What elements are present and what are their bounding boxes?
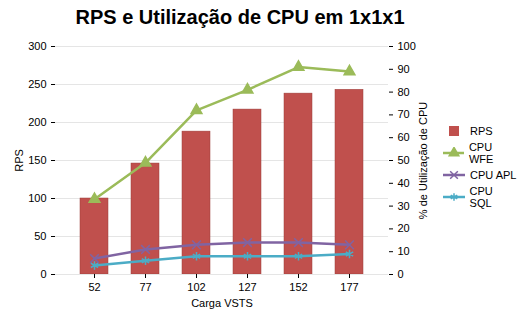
- svg-text:100: 100: [398, 40, 416, 52]
- svg-text:50: 50: [398, 154, 410, 166]
- svg-text:10: 10: [398, 245, 410, 257]
- html-text:CPU APL: CPU APL: [470, 169, 517, 181]
- svg-text:150: 150: [28, 154, 46, 166]
- svg-text:20: 20: [398, 222, 410, 234]
- svg-text:52: 52: [88, 281, 100, 293]
- svg-text:102: 102: [187, 281, 205, 293]
- svg-text:30: 30: [398, 200, 410, 212]
- svg-text:RPS: RPS: [13, 149, 25, 172]
- html-text:CPU WFE: CPU WFE: [468, 141, 494, 165]
- svg-text:152: 152: [289, 281, 307, 293]
- svg-text:80: 80: [398, 86, 410, 98]
- svg-text:127: 127: [238, 281, 256, 293]
- svg-text:Carga VSTS: Carga VSTS: [191, 297, 253, 309]
- svg-text:100: 100: [28, 192, 46, 204]
- svg-text:40: 40: [398, 177, 410, 189]
- svg-text:50: 50: [34, 230, 46, 242]
- html-text:CPU SQL: CPU SQL: [469, 185, 493, 209]
- svg-text:60: 60: [398, 131, 410, 143]
- svg-text:0: 0: [398, 268, 404, 280]
- svg-text:177: 177: [340, 281, 358, 293]
- html-text:RPS: RPS: [470, 125, 493, 137]
- svg-text:0: 0: [40, 268, 46, 280]
- svg-text:90: 90: [398, 63, 410, 75]
- html-text:RPS e Utilização de CPU em 1x1: RPS e Utilização de CPU em 1x1x1: [75, 6, 405, 28]
- svg-text:200: 200: [28, 116, 46, 128]
- svg-text:300: 300: [28, 40, 46, 52]
- svg-text:77: 77: [139, 281, 151, 293]
- svg-text:70: 70: [398, 108, 410, 120]
- svg-text:250: 250: [28, 78, 46, 90]
- svg-text:% de Utilização de CPU: % de Utilização de CPU: [417, 102, 429, 219]
